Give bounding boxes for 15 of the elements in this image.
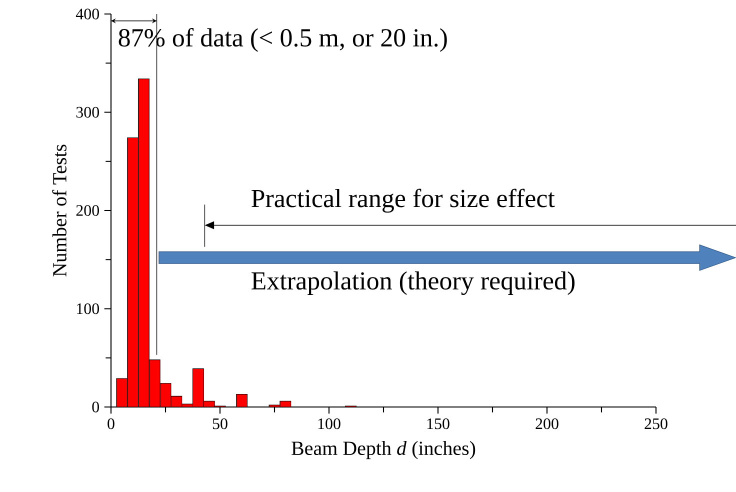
y-tick-label: 200 bbox=[76, 205, 100, 216]
y-tick-label: 0 bbox=[92, 402, 100, 412]
y-tick-label: 400 bbox=[76, 8, 100, 20]
y-axis-title: Number of Tests bbox=[52, 144, 66, 276]
x-tick-label: 150 bbox=[427, 418, 450, 430]
y-tick-label: 100 bbox=[77, 303, 100, 314]
x-tick-label: 50 bbox=[212, 418, 228, 430]
y-tick-label: 300 bbox=[76, 106, 100, 118]
annotation: Extrapolation (theory required) bbox=[252, 271, 575, 296]
annotation: Practical range for size effect bbox=[252, 188, 555, 213]
x-tick-label: 100 bbox=[318, 418, 340, 430]
x-tick-label: 0 bbox=[108, 418, 114, 430]
x-tick-label: 250 bbox=[644, 418, 668, 430]
x-axis-title: Beam Depth d (inches) bbox=[292, 440, 476, 460]
x-tick-label: 200 bbox=[536, 418, 558, 430]
